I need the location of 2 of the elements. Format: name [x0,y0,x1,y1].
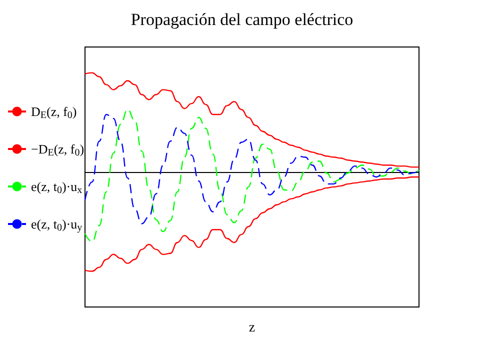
x-axis-title: z [248,320,256,336]
chart-title: Propagación del campo eléctrico [130,10,354,29]
